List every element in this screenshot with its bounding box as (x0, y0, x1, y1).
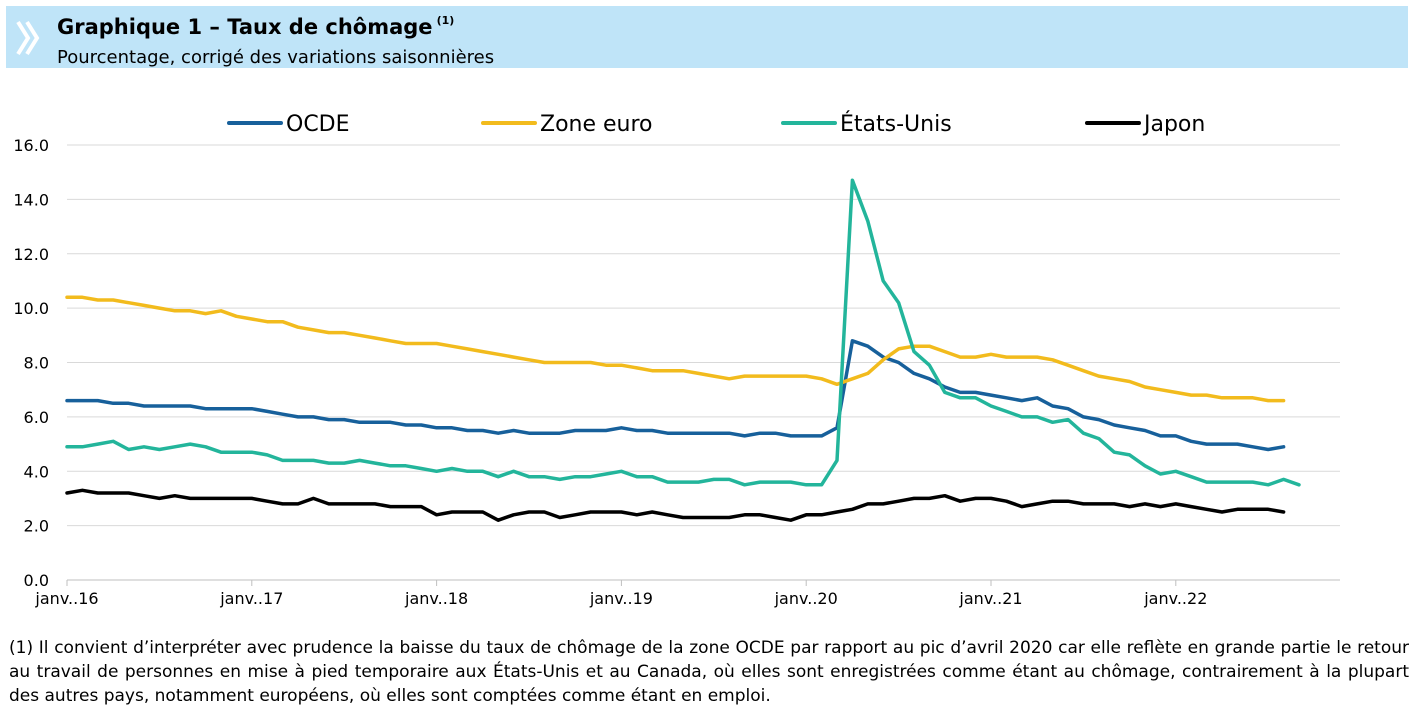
y-tick-label: 0.0 (24, 571, 49, 590)
series-line-zone-euro (65, 295, 1286, 403)
x-axis: janv..16 janv..17 janv..18 janv..19 janv..20… (34, 579, 1340, 608)
legend: OCDE Zone euro États-Unis Japon (227, 111, 1205, 137)
legend-label: Japon (1142, 112, 1205, 137)
y-tick-label: 14.0 (13, 190, 49, 209)
legend-label: Zone euro (540, 112, 653, 137)
y-tick-label: 10.0 (13, 299, 49, 318)
y-tick-label: 8.0 (24, 354, 49, 373)
x-tick-label: janv..21 (958, 589, 1022, 608)
y-tick-label: 4.0 (24, 462, 49, 481)
title-footnote-marker: (1) (436, 14, 455, 27)
y-tick-label: 16.0 (13, 136, 49, 155)
x-tick-label: janv..16 (34, 589, 98, 608)
series-line-ocde (65, 339, 1286, 452)
series-lines (65, 178, 1301, 522)
x-tick-label: janv..19 (589, 589, 653, 608)
x-tick-label: janv..20 (774, 589, 838, 608)
x-tick-label: janv..17 (219, 589, 283, 608)
chart-header: Graphique 1 – Taux de chômage (1) Pourcen… (6, 6, 1408, 68)
y-tick-label: 6.0 (24, 408, 49, 427)
series-line-japon (65, 488, 1286, 522)
chart-subtitle: Pourcentage, corrigé des variations sais… (57, 47, 495, 68)
x-tick-label: janv..18 (404, 589, 468, 608)
legend-label: États-Unis (840, 111, 952, 137)
x-tick-label: janv..22 (1143, 589, 1207, 608)
y-tick-label: 2.0 (24, 517, 49, 536)
unemployment-line-chart: 0.0 2.0 4.0 6.0 8.0 10.0 12.0 14.0 16.0 janv..16… (13, 111, 1340, 608)
chart-title: Graphique 1 – Taux de chômage (1) (57, 14, 455, 39)
legend-label: OCDE (286, 112, 350, 137)
footnote: (1) Il convient d’interpréter avec prude… (9, 638, 1409, 706)
y-axis: 0.0 2.0 4.0 6.0 8.0 10.0 12.0 14.0 16.0 (13, 136, 49, 590)
oecd-chevron-logo (16, 20, 40, 56)
series-line--tats-unis (65, 178, 1301, 487)
y-tick-label: 12.0 (13, 245, 49, 264)
gridlines (67, 144, 1340, 527)
